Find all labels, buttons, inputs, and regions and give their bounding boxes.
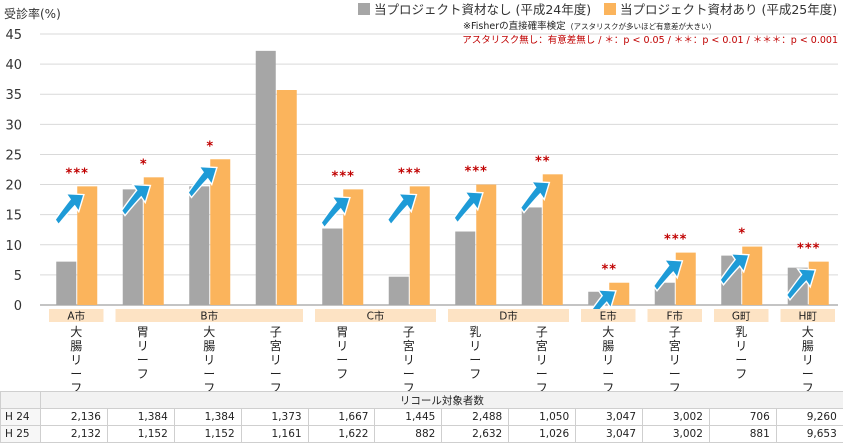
table-corner-cell — [1, 392, 41, 409]
group-label: F市 — [666, 310, 683, 323]
significance-marks: ************************* — [66, 139, 821, 277]
category-label: 大腸リーフ — [70, 325, 82, 392]
significance-mark: *** — [797, 242, 820, 257]
significance-annotation: ※Fisherの直接確率検定 (アスタリスクが多いほど有意差が大きい) アスタリ… — [462, 20, 838, 46]
significance-mark: * — [140, 157, 148, 172]
group-label: D市 — [499, 310, 518, 323]
table-cell: 2,132 — [41, 426, 108, 443]
table-cell: 1,152 — [107, 426, 174, 443]
annotation-title-note: (アスタリスクが多いほど有意差が大きい) — [571, 21, 712, 31]
legend-swatch-h25 — [604, 3, 616, 15]
significance-mark: *** — [398, 166, 421, 181]
category-label: 胃リーフ — [336, 325, 348, 381]
significance-mark: *** — [66, 166, 89, 181]
bars — [56, 51, 829, 305]
legend-swatch-h24 — [358, 3, 370, 15]
group-label: G町 — [732, 311, 751, 323]
bar-chart: 0 5 10 15 20 25 30 35 40 45 受診率(%) 当プロジェクト資材なし (平… — [0, 0, 843, 392]
y-tick-label: 40 — [5, 58, 22, 73]
category-label: 大腸リーフ — [602, 325, 614, 392]
table-header-row: リコール対象者数 — [1, 392, 843, 409]
significance-mark: *** — [664, 233, 687, 248]
annotation-title-main: ※Fisherの直接確率検定 — [463, 20, 566, 32]
table-cell: 3,047 — [576, 409, 643, 426]
annotation-title: ※Fisherの直接確率検定 (アスタリスクが多いほど有意差が大きい) — [463, 20, 712, 32]
significance-mark: * — [738, 227, 746, 242]
legend-label-h24: 当プロジェクト資材なし (平成24年度) — [374, 2, 591, 17]
y-axis-ticks: 0 5 10 15 20 25 30 35 40 45 — [5, 28, 22, 314]
bar-h24 — [322, 229, 342, 305]
table-cell: 706 — [709, 409, 776, 426]
bar-h24 — [256, 51, 276, 305]
y-tick-label: 30 — [5, 118, 22, 133]
table-cell: 1,384 — [174, 409, 241, 426]
table-cell: 3,002 — [643, 409, 710, 426]
bar-h25 — [277, 90, 297, 305]
category-label: 子宮リーフ — [403, 325, 415, 392]
table-cell: 1,622 — [308, 426, 375, 443]
category-label: 大腸リーフ — [802, 325, 814, 392]
bar-h24 — [455, 232, 475, 305]
y-tick-label: 0 — [14, 299, 22, 314]
category-labels: 大腸リーフ 胃リーフ 大腸リーフ 子宮リーフ 胃リーフ 子宮リーフ 乳リーフ 子宮リーフ 大腸リ… — [70, 325, 814, 392]
y-tick-label: 20 — [5, 179, 22, 194]
significance-mark: ** — [601, 263, 617, 278]
group-label: B市 — [200, 310, 218, 323]
group-label: A市 — [67, 310, 85, 323]
category-label: 子宮リーフ — [536, 325, 548, 392]
category-label: 乳リーフ — [469, 325, 481, 381]
table-cell: 2,136 — [41, 409, 108, 426]
group-labels: A市 B市 C市 D市 E市 F市 G町 H町 — [49, 309, 835, 323]
y-tick-label: 10 — [5, 239, 22, 254]
y-tick-label: 45 — [5, 28, 22, 43]
bar-h24 — [189, 186, 209, 305]
table-cell: 1,026 — [509, 426, 576, 443]
table-header: リコール対象者数 — [41, 392, 843, 409]
table-cell: 2,632 — [442, 426, 509, 443]
significance-mark: *** — [465, 165, 488, 180]
category-label: 大腸リーフ — [203, 325, 215, 392]
bar-h24 — [389, 277, 409, 305]
table-cell: 1,373 — [241, 409, 308, 426]
table-cell: 2,488 — [442, 409, 509, 426]
bar-h24 — [522, 207, 542, 305]
table-cell: 882 — [375, 426, 442, 443]
table-cell: 1,050 — [509, 409, 576, 426]
table-cell: 9,260 — [776, 409, 843, 426]
significance-mark: * — [206, 139, 214, 154]
bar-h24 — [56, 262, 76, 305]
y-axis-label: 受診率(%) — [4, 6, 61, 21]
table-cell: 1,161 — [241, 426, 308, 443]
significance-mark: ** — [535, 154, 551, 169]
category-label: 子宮リーフ — [669, 325, 681, 392]
table-cell: 3,002 — [643, 426, 710, 443]
group-label: E市 — [600, 310, 617, 323]
significance-mark: *** — [332, 169, 355, 184]
legend: 当プロジェクト資材なし (平成24年度) 当プロジェクト資材あり (平成25年度… — [358, 2, 837, 17]
table-cell: 9,653 — [776, 426, 843, 443]
row-label: H 25 — [1, 426, 41, 443]
row-label: H 24 — [1, 409, 41, 426]
group-label: C市 — [367, 310, 385, 323]
y-tick-label: 35 — [5, 88, 22, 103]
table-cell: 1,152 — [174, 426, 241, 443]
legend-label-h25: 当プロジェクト資材あり (平成25年度) — [620, 2, 837, 17]
category-label: 胃リーフ — [137, 325, 149, 381]
annotation-key: アスタリスク無し：有意差無し / ＊：p < 0.05 / ＊＊：p < 0.0… — [462, 34, 838, 46]
table-cell: 881 — [709, 426, 776, 443]
table-cell: 1,384 — [107, 409, 174, 426]
y-tick-label: 15 — [5, 209, 22, 224]
table-cell: 1,445 — [375, 409, 442, 426]
table-cell: 3,047 — [576, 426, 643, 443]
category-label: 乳リーフ — [735, 325, 747, 381]
table-cell: 1,667 — [308, 409, 375, 426]
y-tick-label: 5 — [14, 269, 22, 284]
y-tick-label: 25 — [5, 148, 22, 163]
category-label: 子宮リーフ — [270, 325, 282, 392]
group-label: H町 — [799, 311, 818, 323]
